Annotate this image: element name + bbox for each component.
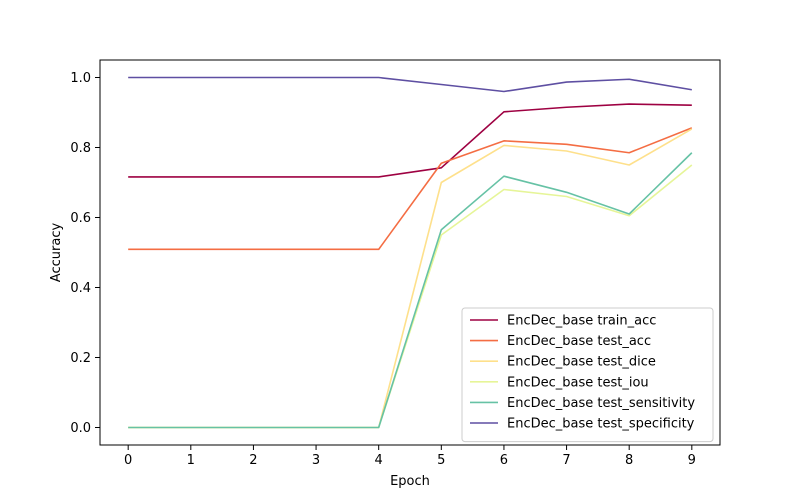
- y-tick-label: 0.2: [70, 351, 91, 366]
- series-line-4: [128, 152, 693, 429]
- series-line-5: [128, 76, 692, 93]
- y-tick-label: 0.4: [70, 281, 91, 296]
- x-axis: 0 1 2 3 4 5 6 7 8 9: [124, 445, 696, 468]
- x-axis-label: Epoch: [390, 474, 430, 489]
- y-tick-label: 0.6: [70, 211, 91, 226]
- y-axis: 0.0 0.2 0.4 0.6 0.8 1.0: [70, 71, 100, 436]
- y-tick-label: 1.0: [70, 71, 91, 86]
- legend-label: EncDec_base test_dice: [507, 355, 656, 370]
- x-tick-label: 8: [625, 453, 633, 468]
- legend-label: EncDec_base test_acc: [507, 334, 651, 349]
- x-tick-label: 5: [437, 453, 445, 468]
- x-tick-label: 4: [375, 453, 383, 468]
- legend-box: [461, 307, 714, 443]
- series-line-0: [128, 103, 692, 178]
- legend: EncDec_base train_acc EncDec_base test_ac…: [461, 307, 714, 443]
- axes-frame: [99, 59, 721, 446]
- y-tick-label: 0.0: [70, 421, 91, 436]
- x-tick-label: 3: [312, 453, 320, 468]
- series-line-1: [128, 127, 693, 251]
- legend-label: EncDec_base test_sensitivity: [507, 396, 695, 411]
- legend-label: EncDec_base test_iou: [507, 375, 649, 390]
- y-axis-label: Accuracy: [49, 223, 64, 283]
- legend-label: EncDec_base test_specificity: [507, 417, 695, 432]
- y-tick-label: 0.8: [70, 141, 91, 156]
- legend-label: EncDec_base train_acc: [507, 314, 656, 329]
- x-tick-label: 1: [187, 453, 195, 468]
- x-tick-label: 9: [688, 453, 696, 468]
- x-tick-label: 0: [124, 453, 132, 468]
- x-tick-label: 6: [500, 453, 508, 468]
- x-tick-label: 2: [249, 453, 257, 468]
- x-tick-label: 7: [562, 453, 570, 468]
- series-layer: [128, 76, 693, 429]
